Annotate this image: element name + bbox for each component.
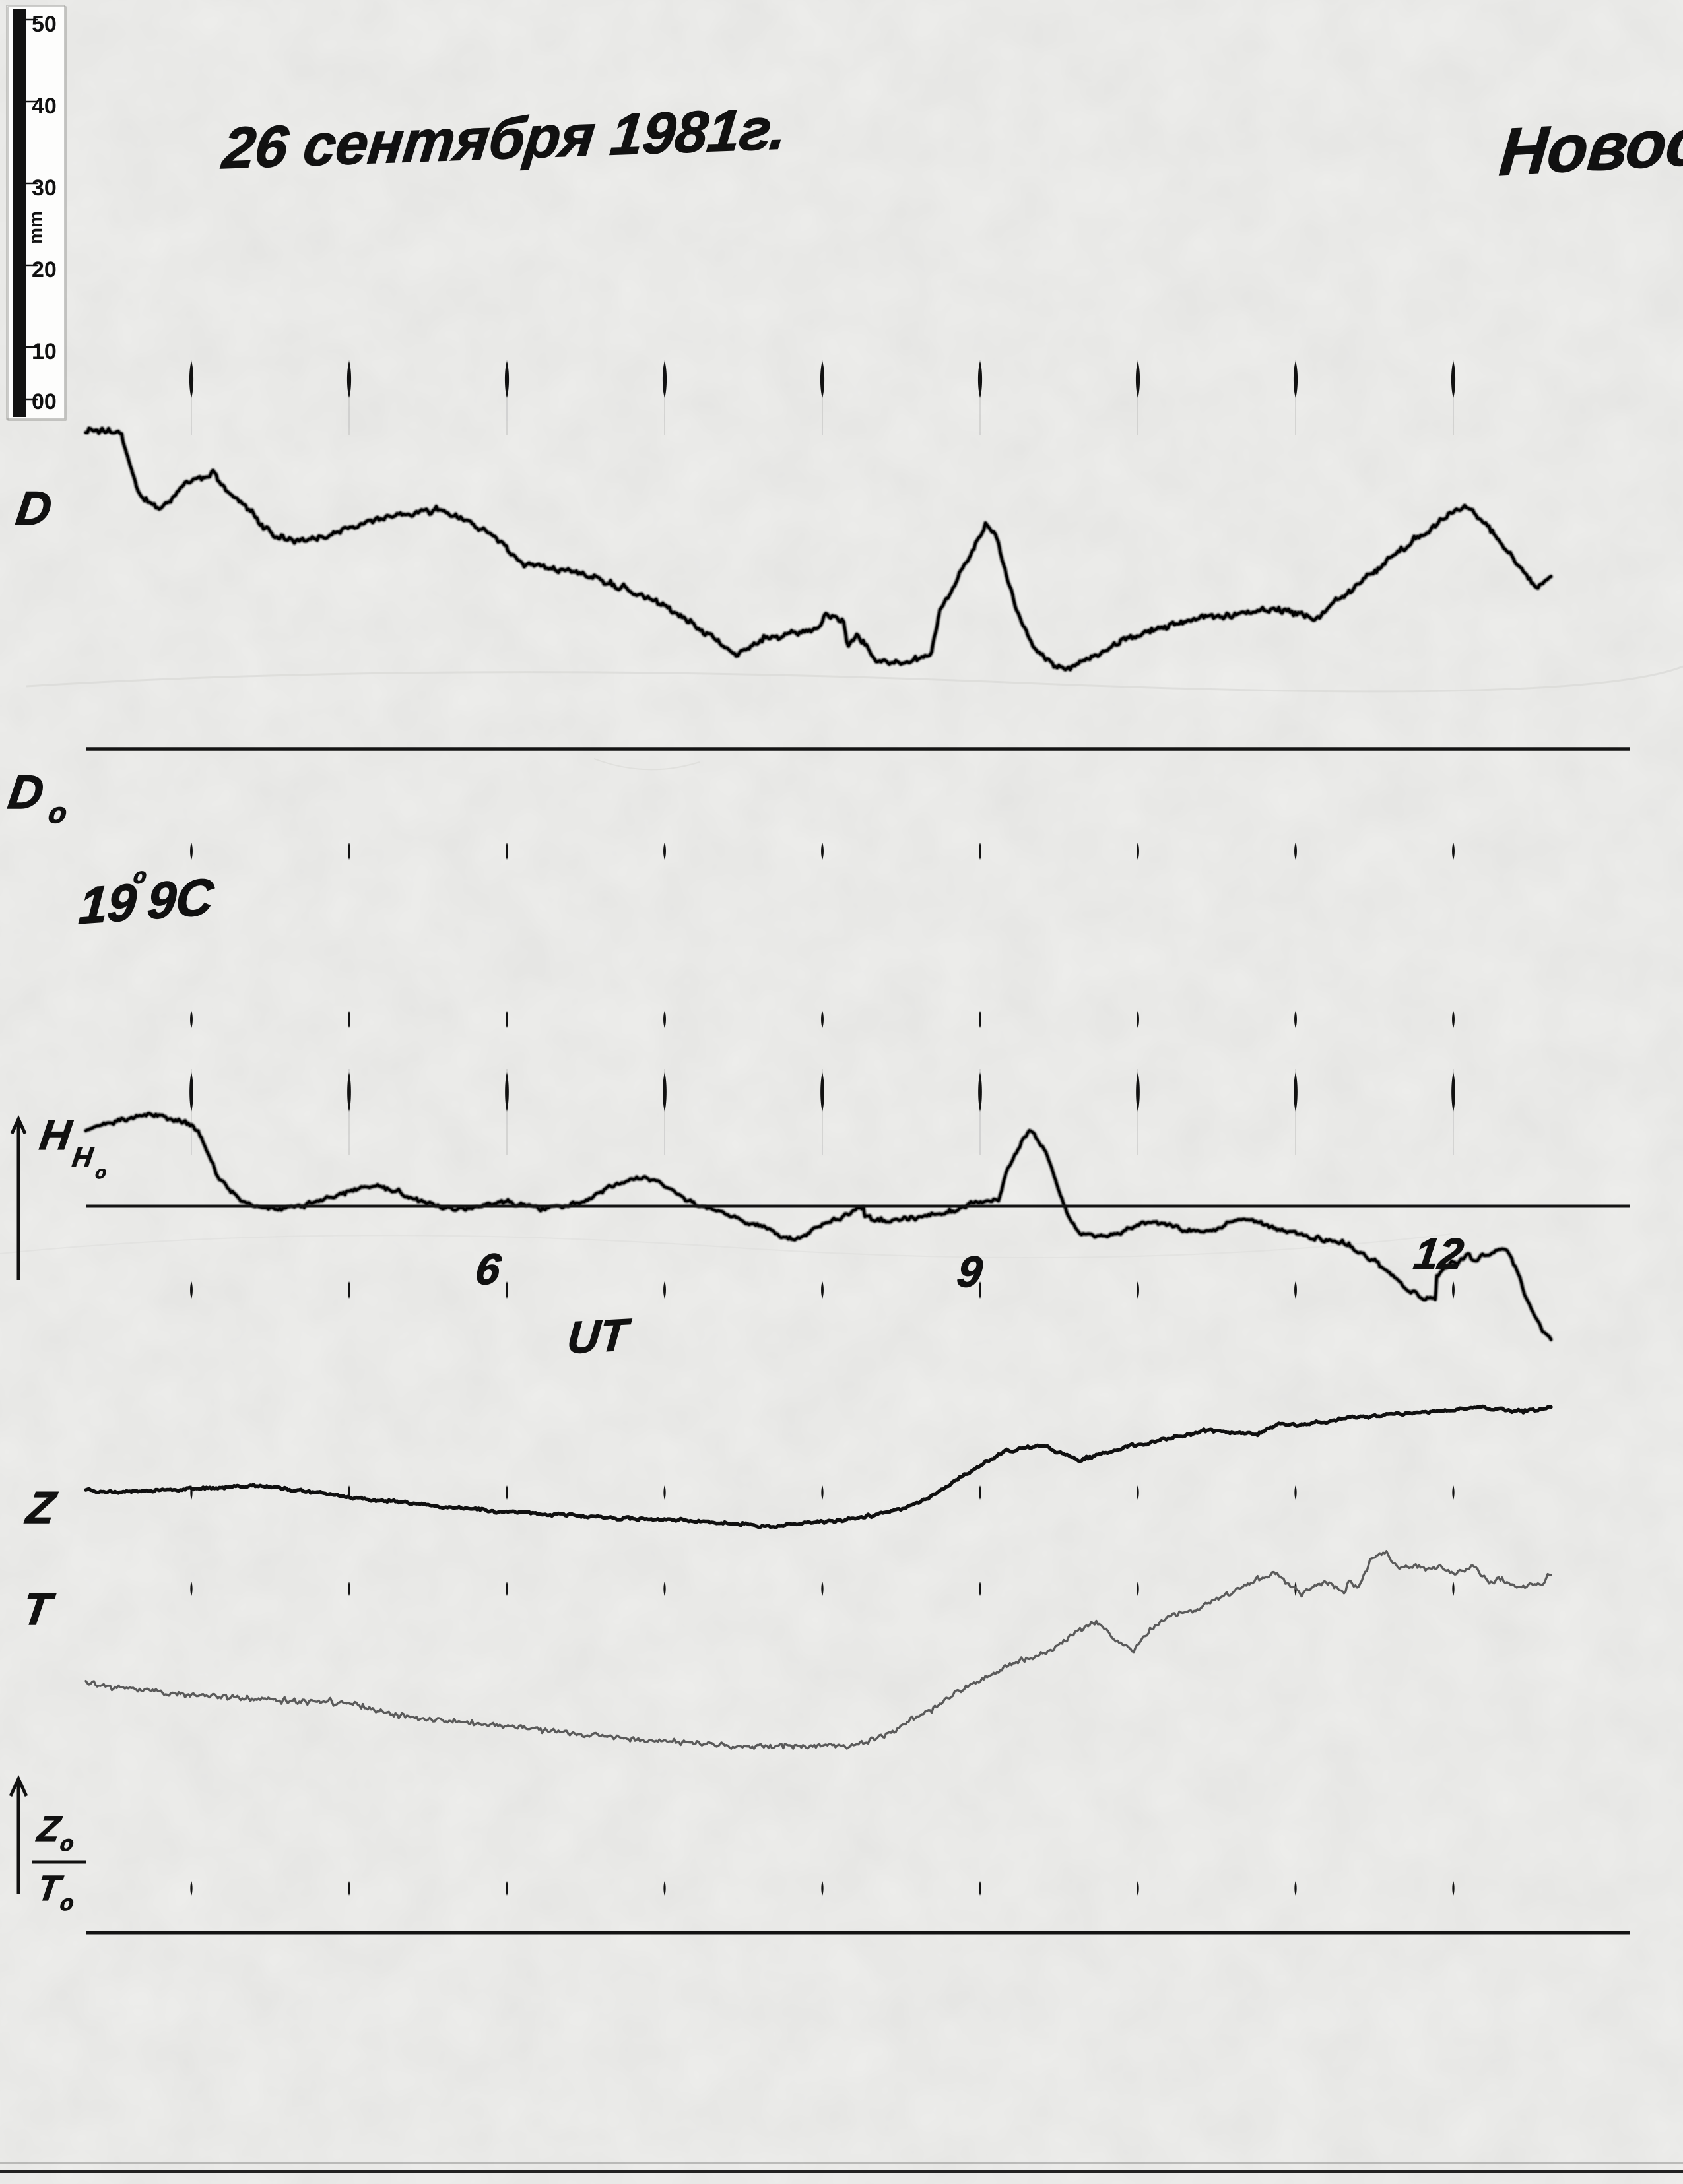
svg-text:o: o: [133, 864, 147, 888]
svg-text:12: 12: [1411, 1230, 1467, 1279]
svg-text:9C: 9C: [146, 868, 216, 930]
svg-text:UT: UT: [566, 1310, 633, 1363]
svg-text:40: 40: [32, 94, 57, 119]
svg-text:30: 30: [32, 176, 57, 201]
svg-text:mm: mm: [25, 211, 46, 244]
svg-text:19: 19: [77, 873, 139, 935]
svg-text:00: 00: [32, 389, 57, 414]
svg-text:20: 20: [32, 257, 57, 282]
svg-text:50: 50: [32, 12, 57, 37]
svg-text:10: 10: [32, 339, 57, 364]
